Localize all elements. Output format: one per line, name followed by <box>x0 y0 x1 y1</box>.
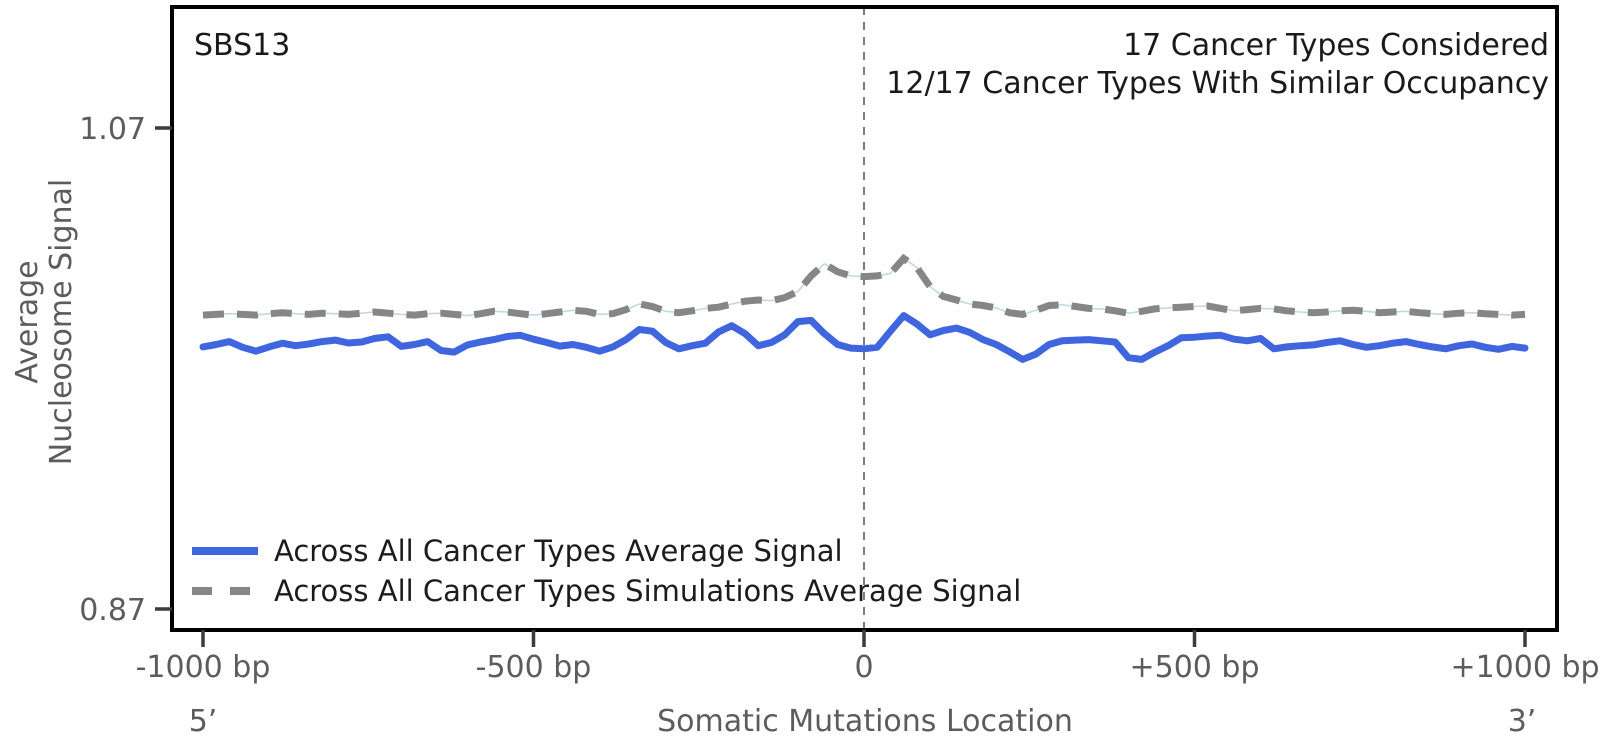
x-tick-label: 0 <box>854 650 873 685</box>
legend-label-real-signal: Across All Cancer Types Average Signal <box>274 534 843 568</box>
y-axis-label-line1: Average <box>10 260 45 383</box>
x-tick-label: -500 bp <box>476 650 592 685</box>
y-tick-label: 1.07 <box>79 112 146 147</box>
annotation-similar-occupancy: 12/17 Cancer Types With Similar Occupanc… <box>886 66 1549 101</box>
annotation-cancer-types-considered: 17 Cancer Types Considered <box>1123 28 1549 63</box>
x-tick-label: +500 bp <box>1129 650 1259 685</box>
three-prime-label: 3’ <box>1508 704 1537 739</box>
legend: Across All Cancer Types Average Signal A… <box>192 534 1021 608</box>
five-prime-label: 5’ <box>189 704 218 739</box>
x-tick-label: -1000 bp <box>136 650 271 685</box>
y-tick-label: 0.87 <box>79 593 146 628</box>
real-average-signal-line <box>199 312 1529 363</box>
x-axis-ticks: -1000 bp -500 bp 0 +500 bp +1000 bp <box>136 630 1600 685</box>
legend-label-simulations-signal: Across All Cancer Types Simulations Aver… <box>274 574 1021 608</box>
y-axis-ticks: 1.07 0.87 <box>79 112 172 628</box>
simulations-average-signal-line <box>202 253 1526 320</box>
x-tick-label: +1000 bp <box>1450 650 1599 685</box>
signature-title: SBS13 <box>194 28 290 63</box>
x-axis-label: Somatic Mutations Location <box>657 704 1073 739</box>
y-axis-label-line2: Nucleosome Signal <box>44 179 79 465</box>
